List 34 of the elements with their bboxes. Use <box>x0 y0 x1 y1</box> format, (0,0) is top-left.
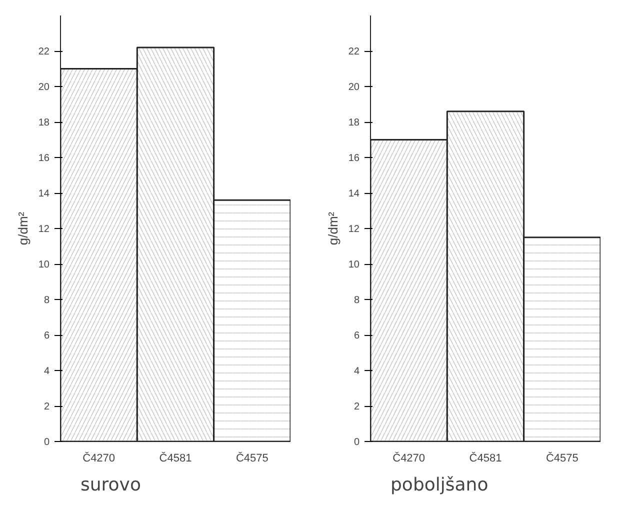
x-tick-label: Č4575 <box>236 452 268 464</box>
y-tick-label: 16 <box>38 153 50 164</box>
y-tick-label: 6 <box>44 330 50 342</box>
y-tick-label: 10 <box>348 260 360 270</box>
y-tick-label: 20 <box>38 82 50 93</box>
x-tick-label: Č4270 <box>82 452 116 464</box>
y-tick-label: 8 <box>44 295 50 306</box>
y-tick-label: 14 <box>38 188 50 200</box>
y-tick-label: 18 <box>38 118 50 128</box>
y-tick-label: 20 <box>348 82 360 93</box>
y-tick-label: 0 <box>44 437 50 448</box>
text: surovo <box>80 474 141 496</box>
y-tick-label: 10 <box>38 260 50 270</box>
text: poboljšano <box>390 474 488 496</box>
x-tick-label: Č4270 <box>392 452 426 464</box>
y-tick-label: 8 <box>354 295 360 306</box>
y-tick-label: 4 <box>44 366 50 377</box>
y-tick-label: 2 <box>354 402 360 412</box>
y-axis-title: g/dm² <box>15 211 30 246</box>
x-tick-label: Č4581 <box>469 452 502 464</box>
y-tick-label: 2 <box>44 402 50 412</box>
y-tick-label: 4 <box>354 366 360 377</box>
y-tick-label: 16 <box>348 153 360 164</box>
y-tick-label: 6 <box>354 330 360 342</box>
y-tick-label: 22 <box>38 46 50 58</box>
x-tick-label: Č4581 <box>159 452 192 464</box>
y-tick-label: 18 <box>348 118 360 128</box>
y-tick-label: 14 <box>348 188 360 200</box>
y-tick-label: 12 <box>38 224 50 235</box>
y-tick-label: 12 <box>348 224 360 235</box>
y-tick-label: 22 <box>348 46 360 58</box>
y-tick-label: 0 <box>354 437 360 448</box>
y-axis-title: g/dm² <box>325 211 340 246</box>
x-tick-label: Č4575 <box>546 452 578 464</box>
